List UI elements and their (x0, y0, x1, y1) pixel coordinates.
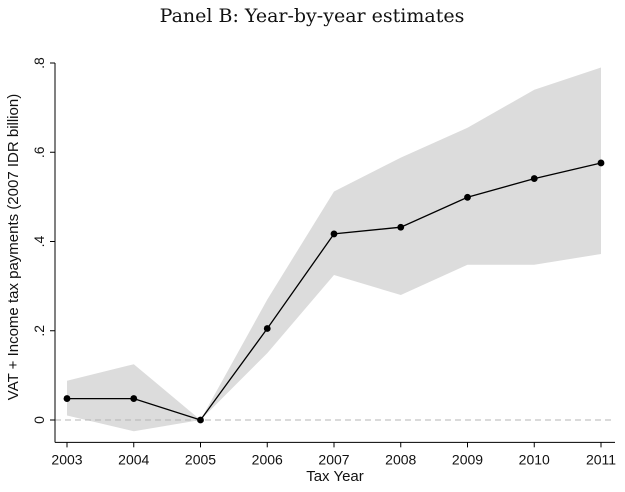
x-tick-label: 2011 (586, 451, 616, 467)
y-tick-label: 0 (31, 416, 47, 424)
y-axis-label: VAT + Income tax payments (2007 IDR bill… (5, 94, 22, 400)
data-point (530, 175, 538, 182)
data-point (397, 223, 405, 231)
chart-title: Panel B: Year-by-year estimates (160, 5, 465, 27)
x-tick-label: 2010 (519, 451, 550, 467)
y-tick-label: .6 (31, 146, 47, 158)
y-tick-label: .8 (31, 57, 47, 69)
x-tick-label: 2003 (51, 451, 82, 467)
data-point (263, 325, 271, 332)
x-tick-label: 2009 (452, 451, 483, 467)
data-point (330, 230, 338, 238)
x-tick-label: 2005 (185, 451, 216, 467)
y-tick-label: .4 (31, 235, 47, 247)
data-point (63, 395, 71, 402)
x-tick-label: 2004 (118, 451, 149, 467)
x-tick-label: 2008 (385, 451, 416, 467)
data-point (197, 416, 204, 424)
data-point (464, 193, 471, 201)
plot-area: 0 .2 .4 .6 .8 2003 2004 2005 2006 2007 2008 2009 201… (31, 57, 616, 467)
confidence-band (67, 67, 601, 432)
data-point (130, 395, 138, 402)
x-axis-label: Tax Year (306, 468, 364, 485)
x-tick-label: 2007 (318, 451, 349, 467)
y-tick-label: .2 (31, 325, 47, 337)
data-point (597, 159, 605, 167)
x-tick-label: 2006 (252, 451, 283, 467)
